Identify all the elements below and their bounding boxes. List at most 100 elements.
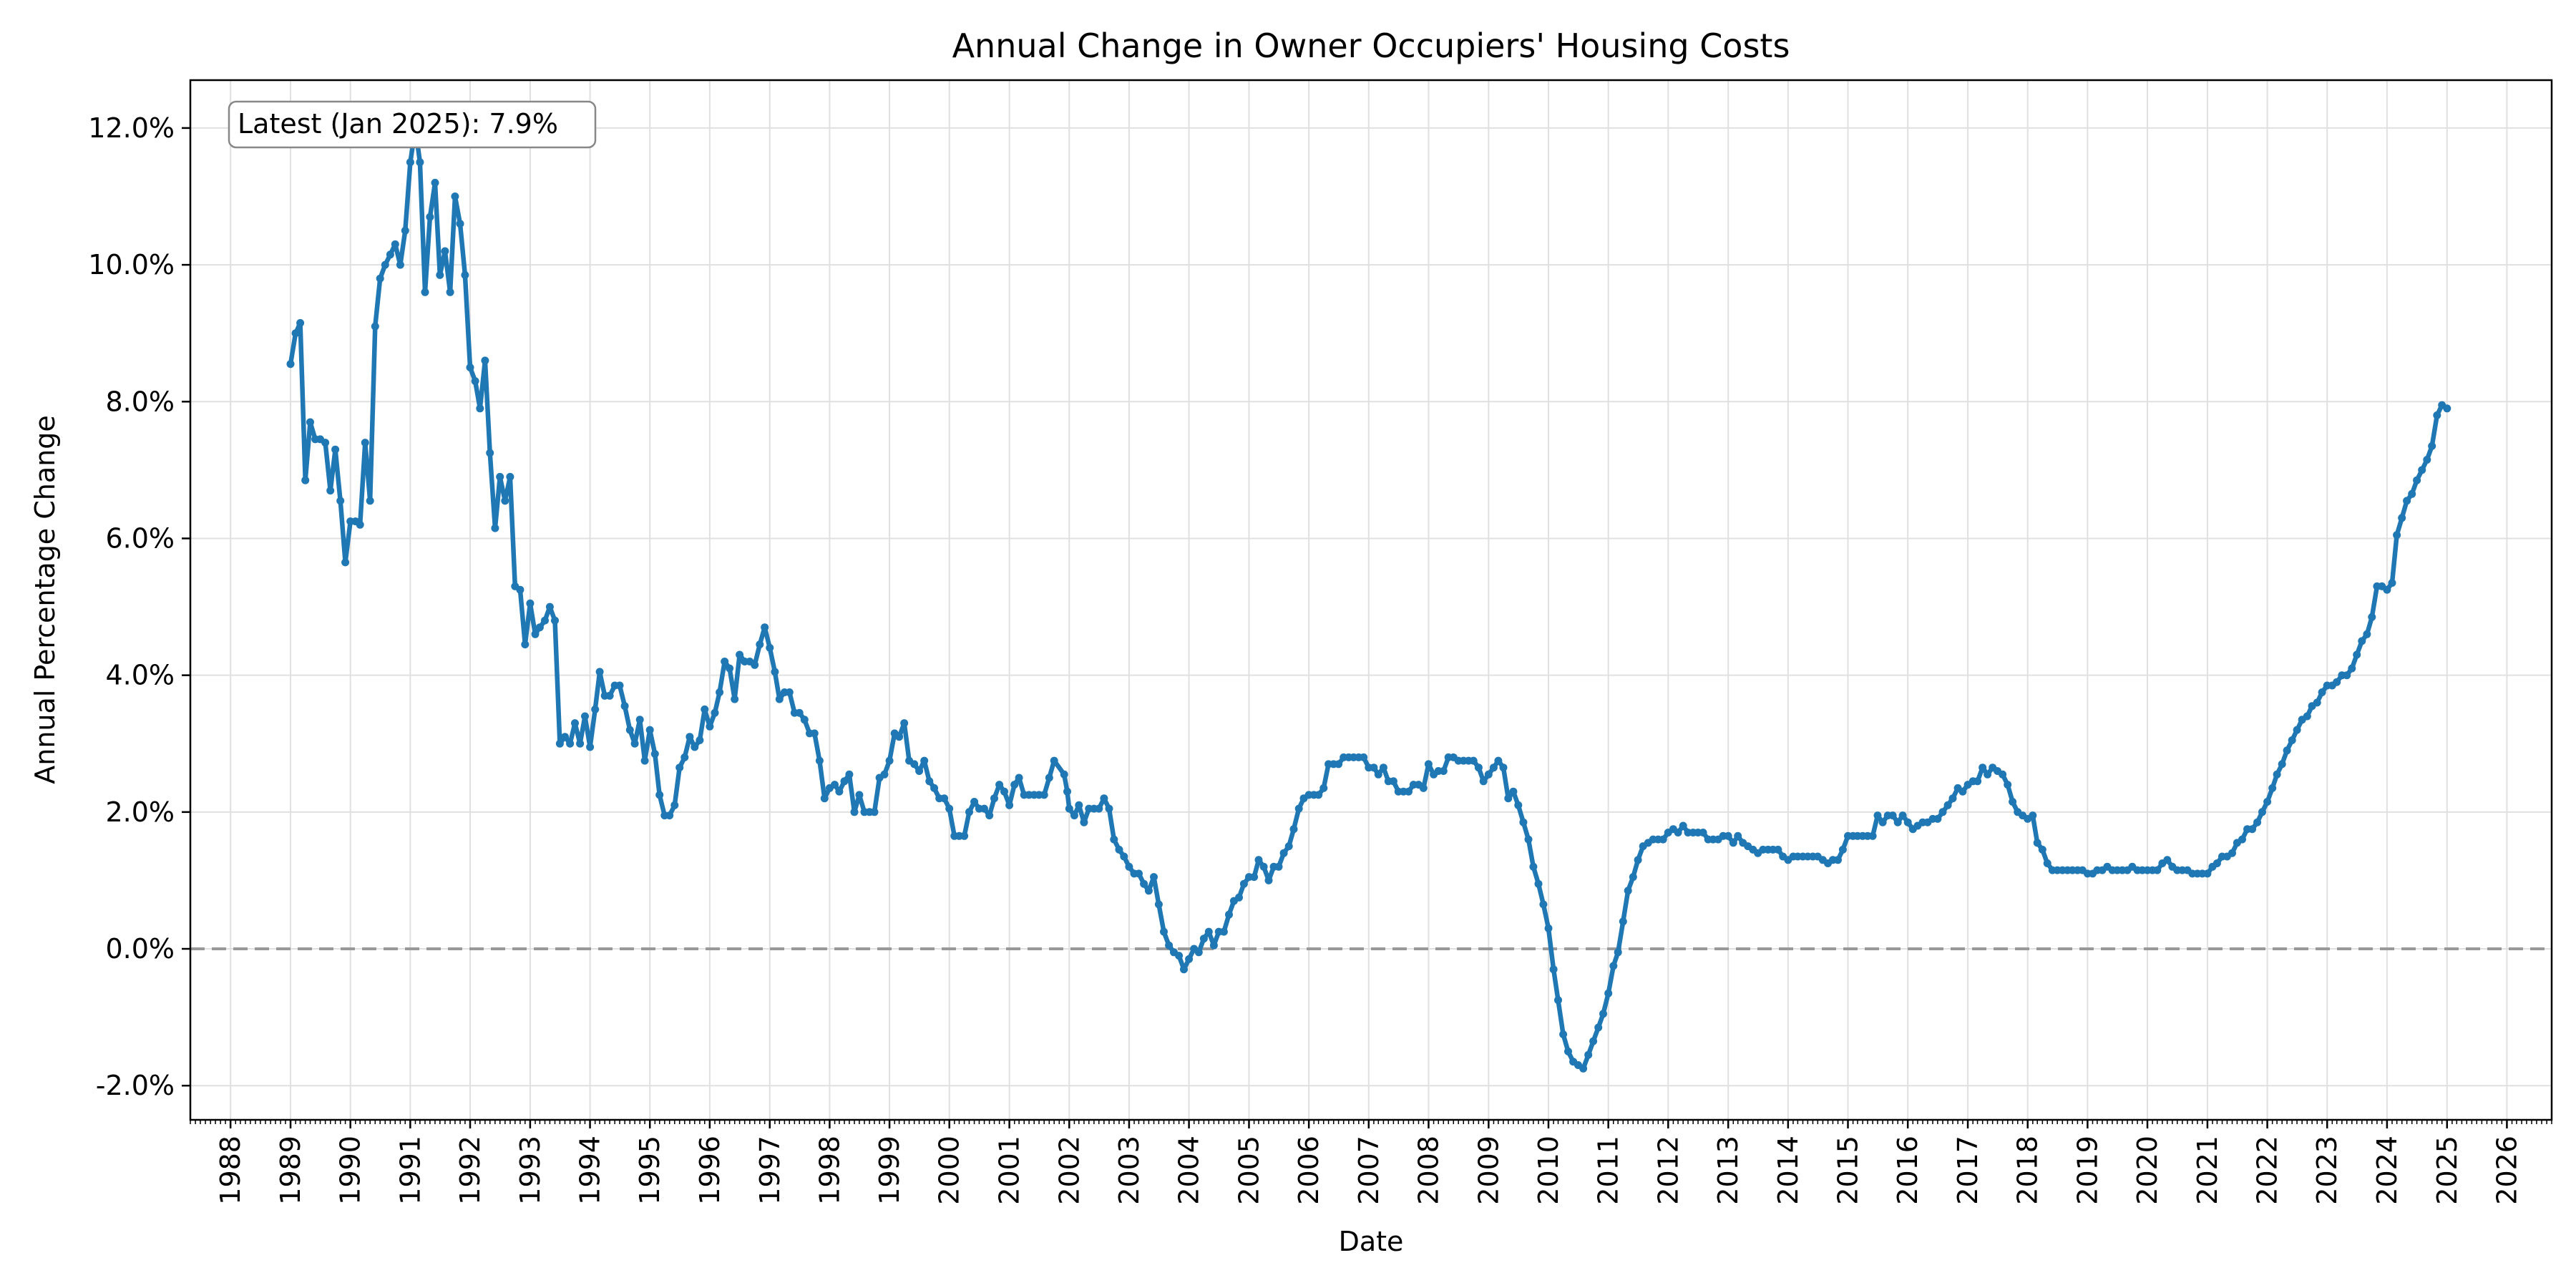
data-point <box>910 760 919 769</box>
x-tick-label: 2009 <box>1473 1136 1504 1205</box>
data-point <box>545 602 554 611</box>
data-point <box>985 811 994 820</box>
data-point <box>726 664 734 673</box>
data-point <box>406 158 414 167</box>
data-point <box>670 801 679 809</box>
data-point <box>595 668 604 676</box>
data-point <box>571 719 579 728</box>
data-point <box>1903 818 1912 826</box>
x-tick-label: 2012 <box>1652 1136 1684 1205</box>
x-tick-label: 1990 <box>335 1136 366 1205</box>
x-tick-label: 2017 <box>1952 1136 1984 1205</box>
data-point <box>2398 514 2406 522</box>
data-point <box>2163 856 2172 864</box>
data-point <box>940 794 949 803</box>
data-point <box>481 356 489 365</box>
data-point <box>1554 996 1562 1005</box>
data-point <box>1974 777 1982 786</box>
data-point <box>535 623 544 632</box>
data-point <box>591 705 600 713</box>
data-point <box>1878 818 1887 826</box>
data-point <box>995 781 1004 789</box>
data-point <box>1419 784 1428 792</box>
data-point <box>296 318 305 327</box>
data-point <box>331 445 340 454</box>
data-point <box>1484 770 1493 779</box>
data-point <box>366 497 374 505</box>
data-point <box>1070 811 1078 820</box>
data-point <box>2293 726 2301 734</box>
y-tick-label: 10.0% <box>88 249 175 280</box>
x-tick-label: 2011 <box>1593 1136 1624 1205</box>
data-point <box>696 736 704 744</box>
data-point <box>1110 835 1118 844</box>
series-group <box>286 124 2451 1073</box>
data-point <box>1374 770 1382 779</box>
data-point <box>1175 952 1184 960</box>
data-point <box>1479 777 1488 786</box>
data-point <box>2423 456 2431 464</box>
data-point <box>1524 835 1533 844</box>
data-point <box>541 616 549 625</box>
data-point <box>371 322 379 331</box>
data-point <box>2033 839 2041 847</box>
data-point <box>771 668 779 676</box>
x-axis: 1988 1989 1990 1991 1992 1993 1994 1995 1996 1997… <box>190 1120 2552 1205</box>
data-point <box>2004 781 2012 789</box>
data-point <box>840 777 849 786</box>
data-point <box>1724 831 1732 840</box>
data-point <box>1294 804 1303 813</box>
data-point <box>1225 910 1233 919</box>
data-point <box>785 688 794 696</box>
data-point <box>675 763 684 772</box>
data-point <box>1549 965 1558 974</box>
x-tick-label: 1994 <box>575 1136 606 1205</box>
data-point <box>1734 831 1742 840</box>
data-point <box>736 650 744 659</box>
data-point <box>1584 1050 1593 1059</box>
data-point <box>1604 989 1613 997</box>
data-point <box>1259 862 1268 871</box>
data-point <box>1289 825 1298 834</box>
data-point <box>551 616 559 625</box>
data-point <box>721 658 729 665</box>
data-point <box>586 743 595 751</box>
data-point <box>1199 935 1208 943</box>
data-point <box>1105 804 1113 813</box>
data-point <box>1194 948 1203 957</box>
x-tick-label: 1999 <box>874 1136 905 1205</box>
data-point <box>391 240 399 248</box>
data-point <box>855 791 864 799</box>
data-point <box>831 781 839 789</box>
data-point <box>1439 767 1448 775</box>
y-tick-label: 2.0% <box>105 796 175 828</box>
data-point <box>1405 787 1413 796</box>
data-point <box>341 558 350 567</box>
x-tick-label: 2004 <box>1174 1136 1205 1205</box>
data-point <box>1264 876 1273 884</box>
data-point <box>965 808 973 816</box>
data-point <box>1514 801 1523 809</box>
data-point <box>2363 630 2371 638</box>
data-point <box>1999 770 2007 779</box>
data-point <box>1095 804 1103 813</box>
data-point <box>1489 763 1498 772</box>
data-point <box>850 808 859 816</box>
data-point <box>945 804 954 813</box>
x-tick-label: 1995 <box>634 1136 665 1205</box>
x-tick-label: 2002 <box>1053 1136 1085 1205</box>
data-point <box>436 270 444 279</box>
x-tick-label: 1998 <box>814 1136 845 1205</box>
x-tick-label: 2005 <box>1233 1136 1264 1205</box>
data-point <box>960 831 969 840</box>
data-point <box>1075 801 1083 809</box>
data-point <box>1888 811 1897 820</box>
x-tick-label: 1991 <box>394 1136 426 1205</box>
data-point <box>2203 869 2212 878</box>
data-point <box>1564 1047 1572 1055</box>
data-point <box>581 712 589 721</box>
x-tick-label: 2013 <box>1712 1136 1744 1205</box>
data-point <box>1250 873 1259 882</box>
data-point <box>1948 794 1957 803</box>
